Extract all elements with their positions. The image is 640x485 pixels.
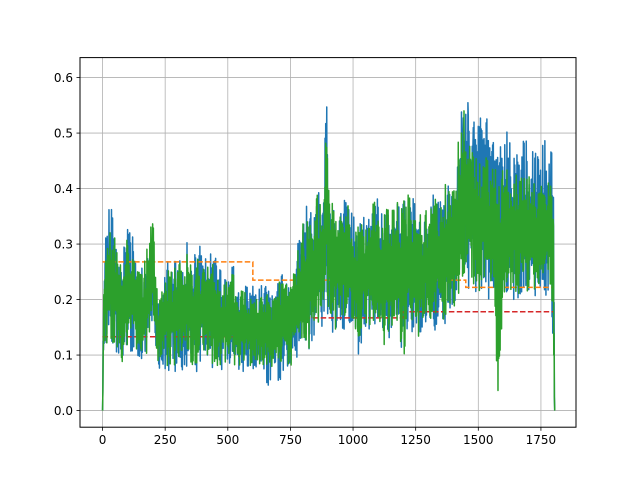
- x-tick-label: 1500: [463, 433, 494, 447]
- y-tick-label: 0.2: [54, 293, 73, 307]
- y-tick-label: 0.5: [54, 126, 73, 140]
- x-tick-label: 250: [154, 433, 177, 447]
- x-tick-label: 750: [279, 433, 302, 447]
- x-axis: 0 250 500 750 1000 1250 1500 1750: [99, 427, 556, 447]
- x-tick-label: 1750: [526, 433, 557, 447]
- series-line: [101, 110, 556, 411]
- x-tick-label: 1000: [338, 433, 369, 447]
- y-tick-label: 0.6: [54, 71, 73, 85]
- y-tick-label: 0.3: [54, 237, 73, 251]
- y-axis: 0.0 0.1 0.2 0.3 0.4 0.5 0.6: [54, 71, 80, 418]
- x-tick-label: 1250: [400, 433, 431, 447]
- x-tick-label: 500: [216, 433, 239, 447]
- plot-frame: [79, 57, 577, 428]
- y-tick-label: 0.1: [54, 348, 73, 362]
- noisy-series-3: [101, 110, 556, 411]
- x-tick-label: 0: [99, 433, 107, 447]
- y-tick-label: 0.0: [54, 404, 73, 418]
- y-tick-label: 0.4: [54, 182, 73, 196]
- dashed-series-line: [102, 311, 554, 338]
- series-layer: [101, 102, 556, 411]
